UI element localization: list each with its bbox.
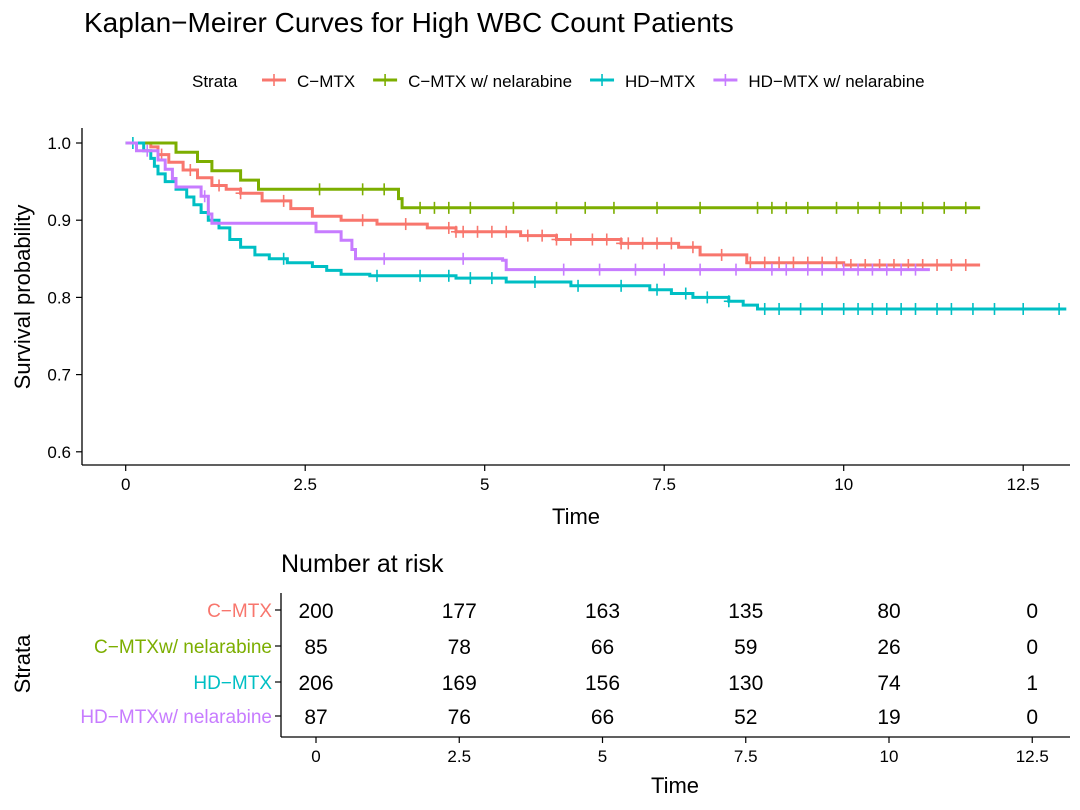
legend-title: Strata (192, 72, 238, 91)
km-y-tick-label: 0.6 (47, 443, 71, 462)
risk-cell: 66 (591, 706, 614, 729)
risk-cell: 59 (734, 636, 757, 659)
risk-x-tick-label: 5 (598, 747, 607, 766)
risk-cell: 163 (585, 600, 620, 623)
km-y-tick-label: 0.8 (47, 288, 71, 307)
risk-row-hd-mtx: HD−MTX 206 169 156 130 74 1 (193, 672, 1038, 695)
km-curve-line (125, 141, 981, 267)
risk-row-hd-mtxw-nelarabine: HD−MTXw/ nelarabine 87 76 66 52 19 0 (80, 706, 1038, 729)
risk-cell: 0 (1026, 636, 1038, 659)
risk-y-axis-label: Strata (10, 634, 35, 693)
legend-item-c-mtx: C−MTX (262, 72, 355, 91)
legend-item-label: C−MTX (297, 72, 355, 91)
legend: Strata C−MTX C−MTX w/ nelarabine HD−MTX HD−… (192, 72, 925, 91)
risk-cell: 52 (734, 706, 757, 729)
risk-cell: 85 (304, 636, 327, 659)
risk-cell: 130 (728, 672, 763, 695)
km-curve-line (125, 141, 981, 210)
risk-cell: 156 (585, 672, 620, 695)
risk-x-tick-label: 12.5 (1016, 747, 1049, 766)
km-plot-panel: 0.6 0.7 0.8 0.9 1.0 0 2.5 5 7.5 10 12.5 Time Surv… (10, 128, 1070, 529)
km-x-tick-label: 7.5 (652, 475, 676, 494)
risk-cell: 0 (1026, 600, 1038, 623)
risk-cell: 78 (448, 636, 471, 659)
km-x-tick-label: 0 (121, 475, 130, 494)
risk-row-c-mtx: C−MTX 200 177 163 135 80 0 (207, 600, 1038, 623)
risk-row-label: HD−MTX (193, 673, 272, 694)
risk-cell: 0 (1026, 706, 1038, 729)
risk-x-tick-label: 2.5 (447, 747, 471, 766)
risk-x-ticks: 0 2.5 5 7.5 10 12.5 (311, 737, 1049, 766)
km-x-tick-label: 2.5 (293, 475, 317, 494)
legend-item-label: HD−MTX (625, 72, 695, 91)
risk-cell: 200 (298, 600, 333, 623)
risk-cell: 80 (877, 600, 900, 623)
km-series-c-mtx-w-nelarabine (125, 141, 981, 214)
km-x-ticks: 0 2.5 5 7.5 10 12.5 (121, 465, 1040, 494)
risk-cell: 76 (448, 706, 471, 729)
km-x-tick-label: 5 (480, 475, 489, 494)
risk-table: Number at risk C−MTX 200 177 163 135 80 0C−MTX… (10, 550, 1070, 798)
legend-item-hd-mtx: HD−MTX (590, 72, 695, 91)
chart-title: Kaplan−Meirer Curves for High WBC Count … (84, 7, 734, 38)
km-y-axis-label: Survival probability (10, 205, 35, 390)
risk-row-label: C−MTX (207, 601, 272, 622)
risk-row-label: HD−MTXw/ nelarabine (80, 707, 272, 728)
km-y-tick-label: 0.7 (47, 366, 71, 385)
risk-cell: 177 (442, 600, 477, 623)
legend-item-label: C−MTX w/ nelarabine (408, 72, 572, 91)
legend-item-label: HD−MTX w/ nelarabine (748, 72, 924, 91)
legend-item-hd-mtx-w-nelarabine: HD−MTX w/ nelarabine (713, 72, 925, 91)
km-series-hd-mtx-w-nelarabine (125, 141, 930, 276)
legend-items: C−MTX C−MTX w/ nelarabine HD−MTX HD−MTX w/ … (262, 72, 925, 91)
risk-cell: 19 (877, 706, 900, 729)
risk-cell: 206 (298, 672, 333, 695)
risk-cell: 135 (728, 600, 763, 623)
km-curves (125, 137, 1067, 315)
km-x-tick-label: 10 (834, 475, 853, 494)
risk-cell: 1 (1026, 672, 1038, 695)
legend-item-c-mtx-w-nelarabine: C−MTX w/ nelarabine (373, 72, 572, 91)
risk-x-tick-label: 10 (880, 747, 899, 766)
risk-rows: C−MTX 200 177 163 135 80 0 C−MTXw/ nelarabine 85… (80, 600, 1038, 729)
risk-cell: 74 (877, 672, 901, 695)
km-series-hd-mtx (125, 137, 1067, 315)
km-x-tick-label: 12.5 (1007, 475, 1040, 494)
risk-cell: 87 (304, 706, 327, 729)
risk-table-title: Number at risk (281, 550, 444, 578)
risk-cell: 26 (877, 636, 900, 659)
risk-x-tick-label: 0 (311, 747, 320, 766)
risk-row-c-mtxw-nelarabine: C−MTXw/ nelarabine 85 78 66 59 26 0 (94, 636, 1038, 659)
risk-cell: 169 (442, 672, 477, 695)
risk-row-label: C−MTXw/ nelarabine (94, 637, 272, 658)
risk-x-tick-label: 7.5 (734, 747, 758, 766)
risk-x-axis-label: Time (651, 773, 699, 798)
km-curve-line (125, 141, 1067, 311)
risk-cell: 66 (591, 636, 614, 659)
km-x-axis-label: Time (552, 504, 600, 529)
km-y-tick-label: 1.0 (47, 134, 71, 153)
km-y-tick-label: 0.9 (47, 211, 71, 230)
km-y-ticks: 0.6 0.7 0.8 0.9 1.0 (47, 134, 82, 462)
